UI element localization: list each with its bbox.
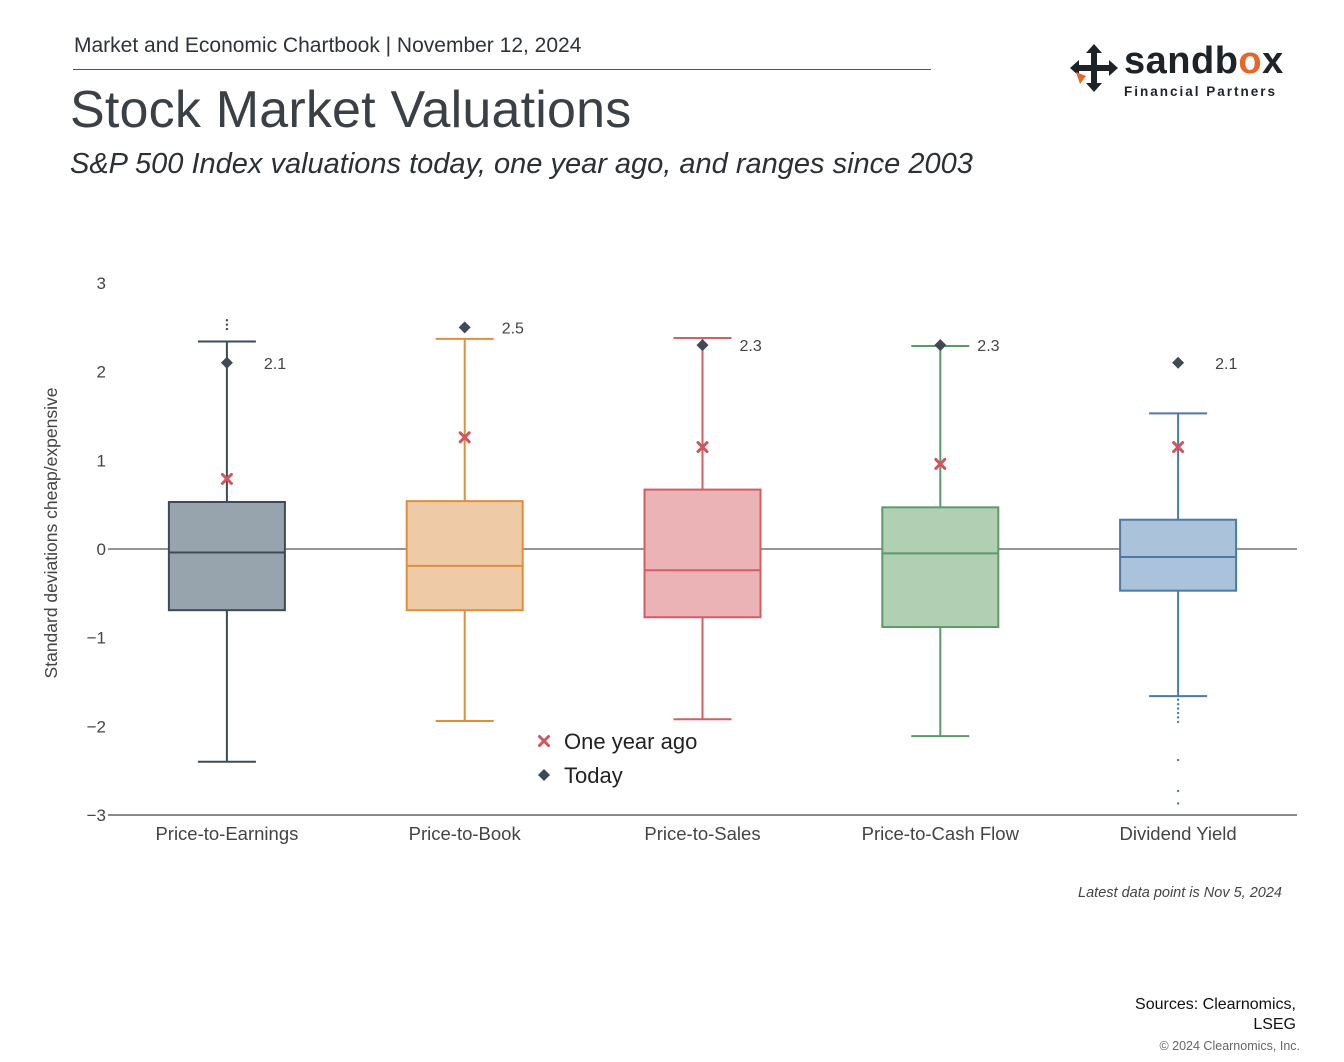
today-value-label: 2.1 — [1215, 356, 1237, 373]
y-axis-title: Standard deviations cheap/expensive — [41, 388, 61, 679]
today-marker — [934, 339, 947, 352]
iqr-box — [167, 501, 286, 612]
outlier-point — [1176, 707, 1180, 710]
legend-x-icon — [538, 735, 550, 747]
legend-diamond-icon — [538, 769, 550, 781]
outlier-point — [1176, 789, 1180, 793]
logo-wordmark: sandbox — [1124, 40, 1284, 82]
today-value-label: 2.1 — [264, 356, 286, 373]
one-year-ago-marker — [696, 441, 709, 454]
outlier-point — [1176, 758, 1180, 762]
outlier-point — [225, 319, 229, 322]
outlier-point — [1176, 702, 1180, 706]
outlier-point — [225, 327, 229, 331]
one-year-ago-marker — [934, 457, 947, 470]
outlier-point — [225, 323, 229, 326]
today-value-label: 2.3 — [740, 338, 762, 355]
outlier-point — [1176, 711, 1180, 715]
today-marker — [1172, 356, 1185, 369]
today-value-label: 2.3 — [977, 338, 999, 355]
iqr-box — [643, 488, 762, 619]
x-tick-label: Dividend Yield — [1119, 823, 1236, 844]
outlier-point — [1176, 802, 1180, 805]
today-marker — [220, 356, 233, 369]
one-year-ago-marker — [458, 431, 471, 444]
y-tick-label: 1 — [97, 451, 106, 470]
iqr-box — [1119, 518, 1238, 592]
outlier-point — [1176, 716, 1180, 719]
sandbox-logo: sandbox Financial Partners — [1070, 40, 1290, 102]
latest-data-note: Latest data point is Nov 5, 2024 — [1078, 885, 1282, 901]
page-title: Stock Market Valuations — [70, 81, 632, 139]
iqr-box — [881, 506, 1000, 629]
sources-note: Sources: Clearnomics, LSEG — [1135, 996, 1296, 1033]
header-divider — [73, 69, 931, 70]
today-marker — [696, 339, 709, 352]
outlier-point — [1176, 698, 1180, 701]
today-marker — [458, 321, 471, 334]
y-tick-label: −1 — [87, 629, 106, 648]
x-tick-label: Price-to-Sales — [644, 823, 760, 844]
outlier-point — [1176, 720, 1180, 724]
legend-label-today: Today — [564, 763, 623, 788]
one-year-ago-marker — [220, 472, 233, 485]
y-tick-label: −2 — [87, 717, 106, 736]
iqr-box — [405, 500, 524, 612]
arrows-cross-icon — [1070, 44, 1118, 92]
copyright: © 2024 Clearnomics, Inc. — [1159, 1039, 1300, 1053]
one-year-ago-marker — [1172, 441, 1185, 454]
page-subtitle: S&P 500 Index valuations today, one year… — [70, 148, 973, 180]
legend-label-one-year-ago: One year ago — [564, 729, 697, 754]
y-tick-label: −3 — [87, 806, 106, 825]
y-tick-label: 2 — [97, 363, 106, 382]
y-tick-label: 0 — [97, 540, 106, 559]
today-value-label: 2.5 — [502, 320, 524, 337]
chartbook-header: Market and Economic Chartbook | November… — [74, 34, 582, 57]
x-tick-label: Price-to-Cash Flow — [862, 823, 1020, 844]
logo-tagline: Financial Partners — [1124, 84, 1278, 99]
x-tick-label: Price-to-Book — [409, 823, 522, 844]
y-tick-label: 3 — [97, 274, 106, 293]
x-tick-label: Price-to-Earnings — [155, 823, 298, 844]
